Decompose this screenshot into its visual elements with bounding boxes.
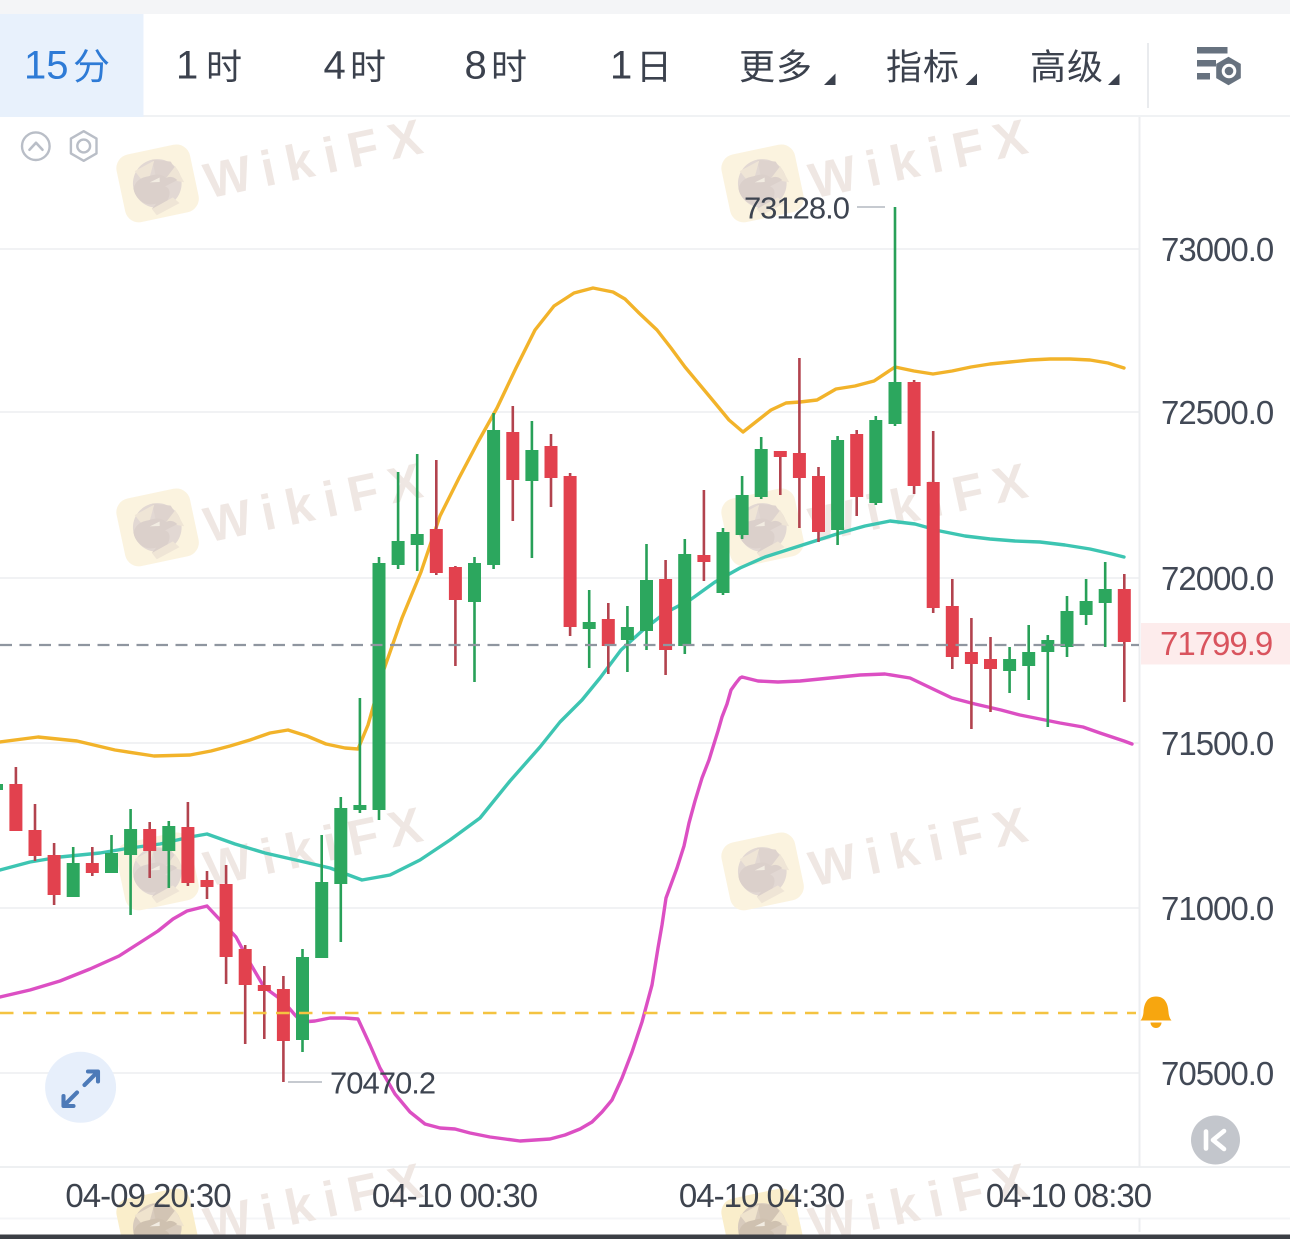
svg-text:73000.0: 73000.0 bbox=[1161, 231, 1274, 268]
svg-text:1: 1 bbox=[176, 44, 198, 88]
svg-text:70500.0: 70500.0 bbox=[1161, 1055, 1274, 1092]
svg-text:15: 15 bbox=[24, 44, 69, 88]
svg-text:1: 1 bbox=[610, 44, 632, 88]
svg-text:04-09 20:30: 04-09 20:30 bbox=[65, 1177, 231, 1214]
svg-text:71500.0: 71500.0 bbox=[1161, 725, 1274, 762]
svg-text:70470.2: 70470.2 bbox=[330, 1066, 435, 1101]
svg-text:04-10 04:30: 04-10 04:30 bbox=[679, 1177, 845, 1214]
svg-text:WikiFX: WikiFX bbox=[199, 794, 438, 897]
svg-text:WikiFX: WikiFX bbox=[199, 450, 438, 553]
svg-text:71000.0: 71000.0 bbox=[1161, 890, 1274, 927]
svg-text:WikiFX: WikiFX bbox=[199, 106, 438, 209]
svg-text:8: 8 bbox=[465, 44, 487, 88]
svg-text:04-10 08:30: 04-10 08:30 bbox=[986, 1177, 1152, 1214]
svg-text:WikiFX: WikiFX bbox=[804, 794, 1043, 897]
svg-text:04-10 00:30: 04-10 00:30 bbox=[372, 1177, 538, 1214]
svg-text:4: 4 bbox=[324, 44, 346, 88]
svg-text:72500.0: 72500.0 bbox=[1161, 394, 1274, 431]
svg-text:72000.0: 72000.0 bbox=[1161, 560, 1274, 597]
svg-text:71799.9: 71799.9 bbox=[1160, 625, 1272, 662]
svg-text:73128.0: 73128.0 bbox=[744, 191, 850, 226]
